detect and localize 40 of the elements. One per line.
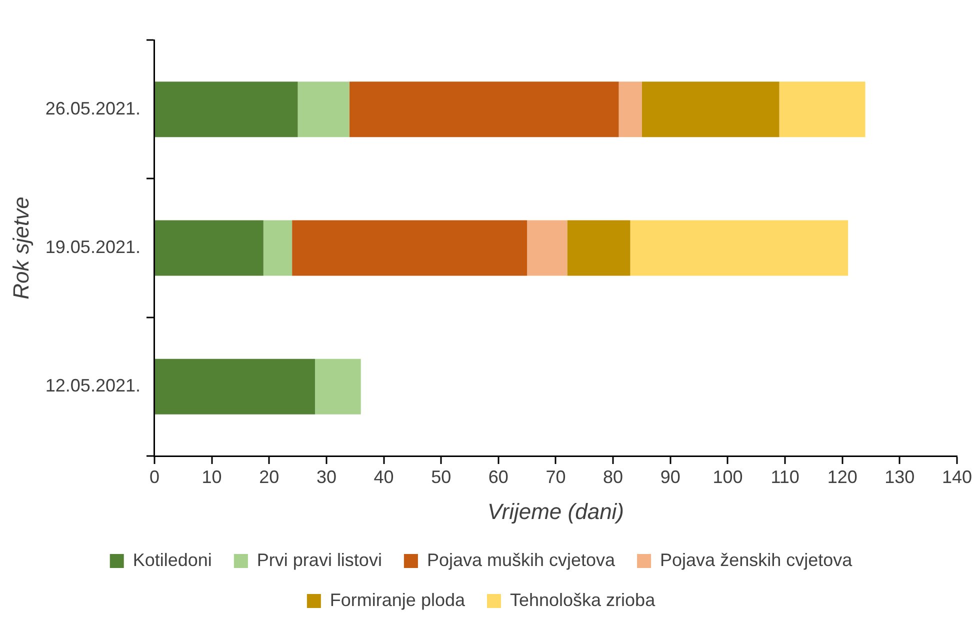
legend-label: Prvi pravi listovi [256,550,382,570]
x-axis-title: Vrijeme (dani) [487,498,624,524]
y-tick-label: 12.05.2021. [45,376,140,396]
y-tick-label: 26.05.2021. [45,98,140,118]
y-tick-label: 19.05.2021. [45,236,140,257]
x-tick-label: 40 [374,466,394,487]
bar [263,220,292,276]
bar [292,220,528,276]
bar [567,220,630,276]
legend-label: Kotiledoni [132,550,212,570]
x-tick-label: 120 [827,466,858,487]
y-axis-title: Rok sjetve [8,196,34,300]
x-tick-label: 80 [603,466,624,487]
x-tick-label: 10 [202,466,222,487]
x-tick-label: 20 [259,466,280,487]
legend-label: Pojava ženskih cvjetova [660,550,854,570]
x-tick-label: 110 [770,466,800,487]
bar [154,358,315,414]
bar [618,82,642,138]
x-tick-label: 50 [431,466,452,487]
bar [154,82,298,138]
bar [349,82,619,138]
x-tick-label: 30 [316,466,336,487]
bar [314,358,361,414]
bar [630,220,848,276]
x-tick-label: 90 [660,466,680,487]
bar [298,82,350,138]
legend-label: Tehnološka zrioba [510,590,656,610]
x-tick-label: 140 [942,466,972,487]
x-tick-label: 130 [884,466,915,487]
legend-label: Pojava muških cvjetova [426,550,616,570]
bar [779,82,866,138]
bar [527,220,568,276]
bar [154,220,264,276]
bar [642,82,780,138]
x-tick-label: 60 [488,466,508,487]
x-tick-label: 70 [546,466,566,487]
legend-label: Formiranje ploda [330,590,466,610]
x-tick-label: 100 [712,466,743,487]
x-tick-label: 0 [149,466,160,487]
